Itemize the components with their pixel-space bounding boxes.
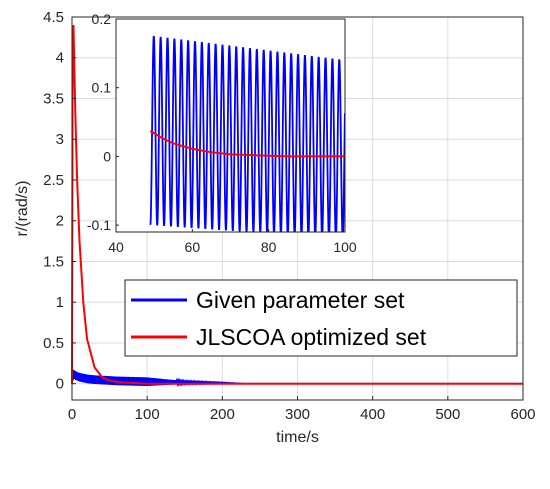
legend-box [124,279,518,357]
inset-plot: 40 60 80 100 -0.1 0 0.1 0.2 [87,11,357,255]
y-tick-label: 0.5 [43,335,64,352]
y-axis-label: r/(rad/s) [14,181,31,237]
y-tick-label: 2.5 [43,172,64,189]
y-tick-label: 1 [56,294,64,311]
legend: Given parameter set JLSCOA optimized set [124,279,518,357]
inset-y-tick-label: 0.2 [92,11,112,27]
inset-line-jlscoa [149,130,345,158]
y-tick-label: 3.5 [43,90,64,107]
y-tick-label: 4.5 [43,9,64,26]
y-tick-label: 3 [56,131,64,148]
x-axis-label: time/s [276,429,319,446]
inset-y-tick-label: 0 [103,148,111,164]
x-tick-label: 500 [435,406,460,423]
main-axes: 0 100 200 300 400 500 60000.511.522.533.544.5t… [14,9,536,446]
y-tick-label: 4 [56,50,64,67]
x-tick-label: 0 [68,406,76,423]
x-tick-label: 600 [510,406,535,423]
y-tick-label: 2 [56,213,64,230]
inset-x-tick-label: 60 [185,239,201,255]
inset-y-tick-label: 0.1 [92,80,112,96]
x-tick-label: 200 [210,406,235,423]
inset-x-tick-label: 40 [108,239,124,255]
inset-x-tick-label: 80 [261,239,277,255]
x-tick-label: 400 [360,406,385,423]
y-tick-label: 0 [56,376,64,393]
legend-entry-label: Given parameter set [196,287,405,313]
series-line-jlscoa [71,25,523,385]
inset-line-given [149,35,345,232]
x-tick-label: 100 [135,406,160,423]
inset-x-tick-label: 100 [333,239,357,255]
inset-y-tick-label: -0.1 [87,217,111,233]
x-tick-label: 300 [285,406,310,423]
inset-frame [115,18,346,233]
inset-series [149,35,345,232]
y-tick-label: 1.5 [43,253,64,270]
legend-entry-label: JLSCOA optimized set [196,324,427,350]
